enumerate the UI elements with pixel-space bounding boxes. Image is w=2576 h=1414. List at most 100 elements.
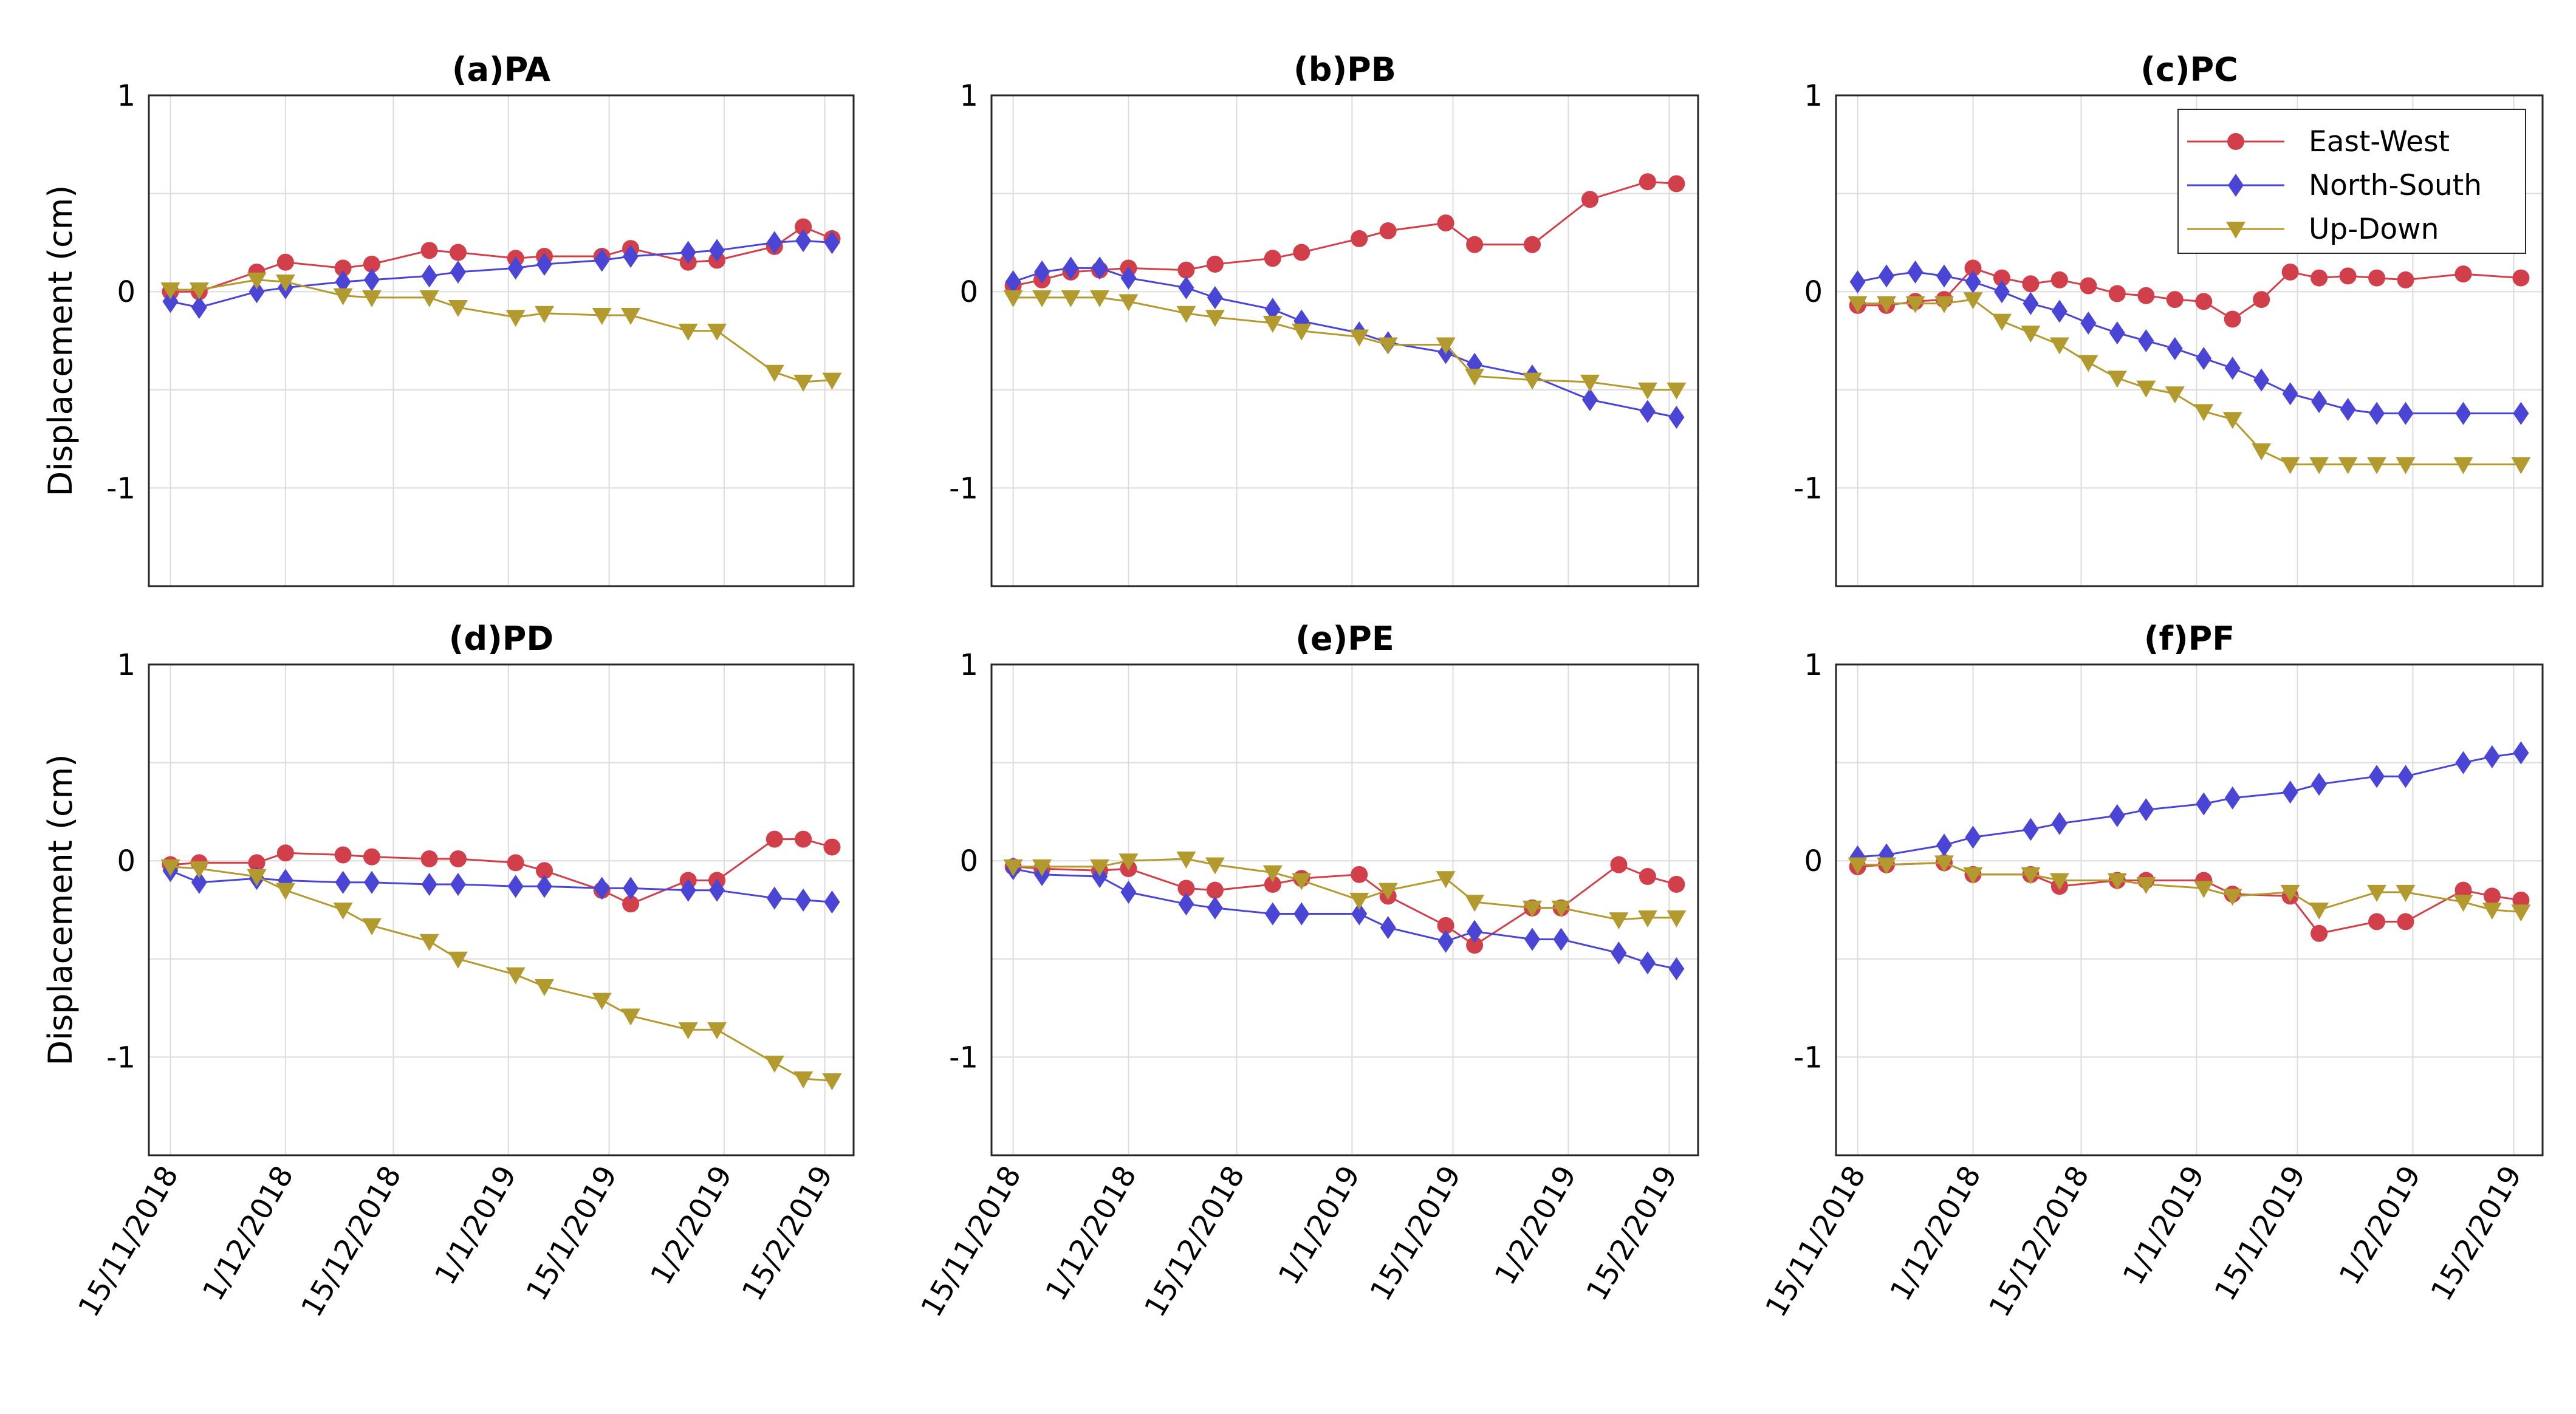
x-tick-label: 15/12/2018 xyxy=(1138,1160,1252,1323)
x-tick-label: 15/11/2018 xyxy=(72,1160,185,1323)
data-point xyxy=(764,1056,784,1073)
data-point xyxy=(592,307,612,325)
data-point xyxy=(333,288,353,306)
data-point xyxy=(766,886,783,910)
data-point xyxy=(1905,296,1925,313)
data-point xyxy=(2080,311,2097,335)
data-point xyxy=(795,229,812,253)
data-point xyxy=(1992,313,2012,331)
panel-title: (a)PA xyxy=(452,50,550,89)
data-point xyxy=(2050,271,2068,289)
legend: East-West North-South Up-Down xyxy=(2177,109,2526,254)
data-point xyxy=(2369,765,2385,788)
data-point xyxy=(420,850,438,867)
data-point xyxy=(2138,329,2154,352)
axes-frame xyxy=(148,663,855,1156)
y-tick-label: 0 xyxy=(959,275,978,309)
data-point xyxy=(275,275,295,292)
data-point xyxy=(2023,292,2039,315)
y-tick-label: 1 xyxy=(1804,648,1823,682)
axes-frame xyxy=(990,94,1699,587)
data-point xyxy=(2137,287,2155,304)
data-point xyxy=(1351,230,1368,247)
data-point xyxy=(2080,277,2097,295)
data-point xyxy=(1034,260,1050,284)
data-point xyxy=(1581,388,1598,411)
gridlines xyxy=(1836,664,2543,1156)
data-point xyxy=(2195,293,2213,310)
data-point xyxy=(1965,270,1981,294)
data-point xyxy=(505,310,526,327)
data-point xyxy=(2078,355,2098,372)
x-tick-label: 1/12/2018 xyxy=(196,1160,301,1306)
data-point xyxy=(505,967,526,985)
data-point xyxy=(1120,266,1137,290)
legend-item-up-down: Up-Down xyxy=(2187,213,2439,246)
data-point xyxy=(1176,851,1196,869)
data-point xyxy=(2513,741,2529,765)
data-point xyxy=(276,844,294,862)
x-tick-label: 1/2/2019 xyxy=(2332,1160,2427,1291)
gridlines xyxy=(992,664,1698,1156)
data-point xyxy=(420,242,438,259)
data-point xyxy=(2051,299,2067,323)
data-point xyxy=(1553,927,1569,951)
y-tick-label: -1 xyxy=(949,1040,978,1074)
data-point xyxy=(1032,859,1052,876)
data-point xyxy=(2107,371,2127,388)
series-north-south xyxy=(1849,741,2529,869)
data-point xyxy=(191,296,207,319)
data-point xyxy=(2280,457,2300,474)
data-point xyxy=(824,231,840,254)
data-point xyxy=(793,374,814,392)
data-point xyxy=(1993,280,2010,304)
data-point xyxy=(678,1022,698,1040)
data-point xyxy=(191,870,207,894)
y-tick-label: 0 xyxy=(959,844,978,878)
data-point xyxy=(766,830,783,848)
data-point xyxy=(1262,865,1283,883)
data-point xyxy=(709,239,725,262)
data-point xyxy=(822,1073,842,1091)
data-point xyxy=(1436,337,1456,355)
data-point xyxy=(1668,875,1685,893)
data-point xyxy=(2196,347,2212,371)
data-point xyxy=(2453,895,2473,912)
data-point xyxy=(2108,285,2126,302)
data-point xyxy=(536,862,553,879)
data-point xyxy=(1523,372,1543,390)
data-point xyxy=(2051,811,2067,835)
data-point xyxy=(1379,222,1397,240)
gridlines xyxy=(149,95,854,587)
data-point xyxy=(1178,892,1194,916)
data-point xyxy=(1877,296,1897,313)
data-point xyxy=(1351,902,1368,926)
data-point xyxy=(707,323,727,341)
data-point xyxy=(335,870,351,894)
y-axis-label: Displacement (cm) xyxy=(41,754,80,1066)
y-tick-label: -1 xyxy=(106,1040,135,1074)
y-tick-label: -1 xyxy=(949,471,978,505)
data-point xyxy=(2021,326,2041,343)
data-point xyxy=(1667,910,1687,927)
data-point xyxy=(1524,236,1541,253)
data-point xyxy=(1262,315,1283,333)
data-point xyxy=(363,848,380,866)
data-point xyxy=(2049,337,2069,355)
data-point xyxy=(2369,401,2385,425)
data-point xyxy=(2397,401,2414,425)
data-point xyxy=(334,259,352,277)
data-point xyxy=(333,903,353,920)
data-point xyxy=(2280,884,2300,902)
data-point xyxy=(449,850,467,867)
data-point xyxy=(2224,310,2241,328)
data-point xyxy=(450,260,466,284)
data-point xyxy=(2511,457,2531,474)
data-point xyxy=(2138,798,2154,822)
series-line xyxy=(1013,180,1677,287)
data-point xyxy=(766,231,783,254)
data-point xyxy=(1207,285,1223,309)
panel-3: (c)PC -1 0 1 xyxy=(1793,50,2544,587)
data-point xyxy=(2397,271,2414,289)
